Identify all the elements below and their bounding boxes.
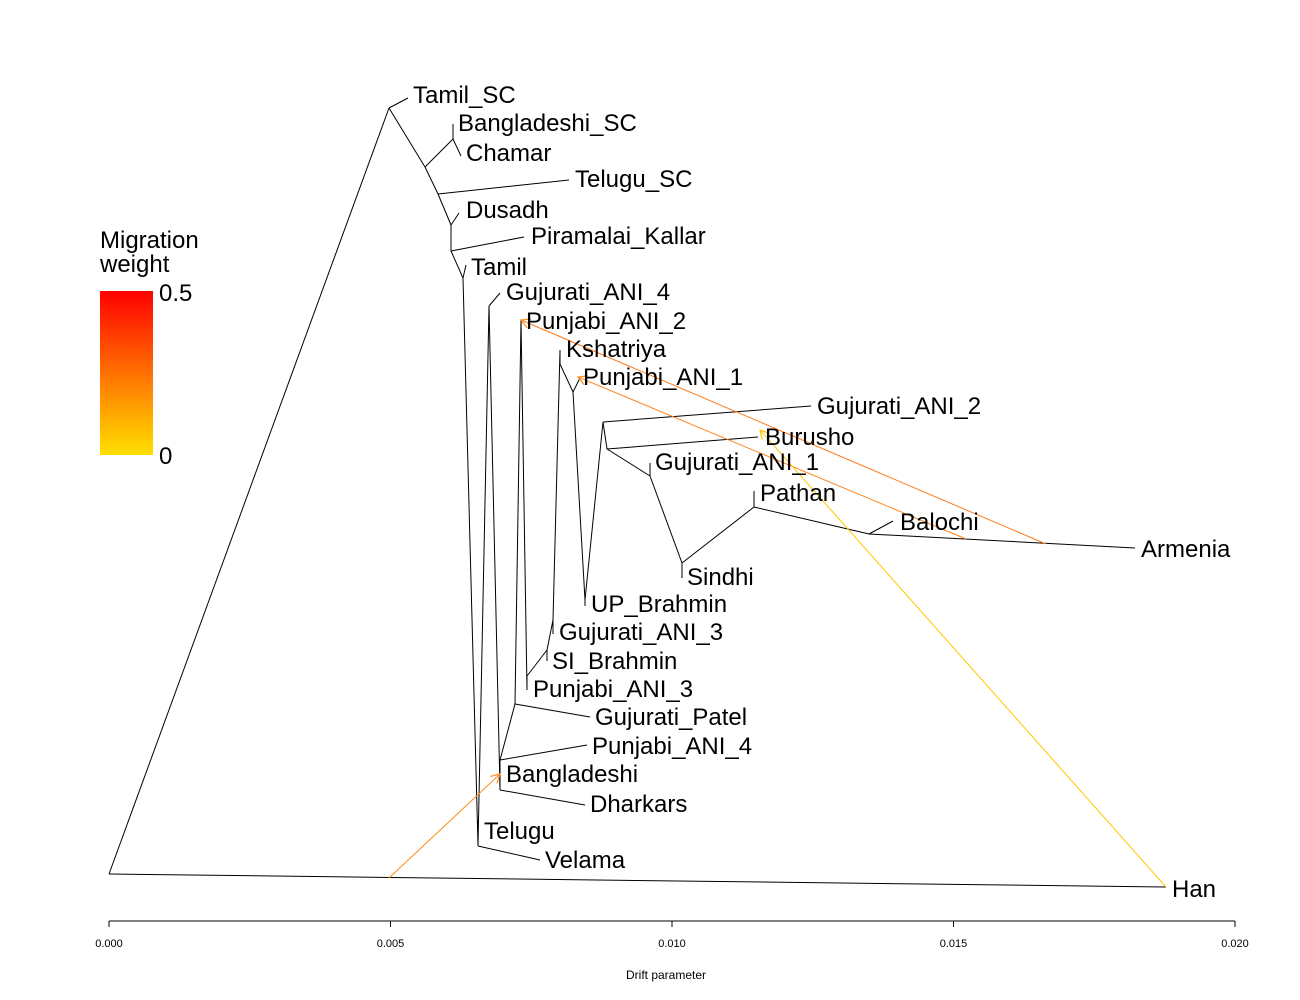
leaf-label-tamil: Tamil (471, 254, 527, 281)
tree-branches (108, 97, 1167, 888)
leaf-label-si-brahmin: SI_Brahmin (552, 648, 677, 675)
branch-punjabi-ani-1 (572, 377, 581, 393)
migration-edge-han-to-bangladeshi (388, 774, 500, 879)
leaf-label-punjabi-ani-4: Punjabi_ANI_4 (592, 733, 752, 760)
leaf-label-balochi: Balochi (900, 509, 979, 536)
branch-node-v (753, 506, 870, 535)
branch-node-h (488, 305, 501, 791)
branch-node-a-b (424, 138, 454, 168)
branch-node-m (546, 619, 554, 651)
branch-node-s (606, 448, 651, 477)
x-tick-label-0: 0.000 (95, 938, 123, 950)
branch-dusadh (450, 212, 460, 226)
branch-node-c (424, 166, 439, 195)
x-axis: 0.000 0.005 0.010 0.015 0.020 Drift paramete… (95, 920, 1249, 982)
migration-weight-legend: Migration weight 0.5 0 (99, 227, 199, 470)
leaf-label-chamar: Chamar (466, 140, 551, 167)
branch-gujurati-patel (514, 703, 591, 718)
branch-piramalai-kallar (450, 236, 525, 252)
branch-gujurati-ani-4 (488, 292, 501, 307)
branch-node-o (559, 363, 574, 393)
leaf-label-telugu: Telugu (484, 818, 555, 845)
branch-node-q (584, 421, 604, 601)
leaf-label-burusho: Burusho (765, 424, 854, 451)
x-tick-label-1: 0.005 (377, 938, 405, 950)
branch-node-g (477, 305, 490, 847)
branch-node-a (388, 107, 426, 168)
leaf-label-velama: Velama (545, 847, 626, 874)
branch-node-j (514, 319, 522, 705)
leaf-label-punjabi-ani-2: Punjabi_ANI_2 (526, 308, 686, 335)
branch-node-f-down (462, 277, 479, 847)
branch-node-k (520, 319, 528, 691)
branch-tamil (462, 264, 467, 279)
legend-title-line1: Migration (100, 227, 199, 254)
leaf-label-up-brahmin: UP_Brahmin (591, 591, 727, 618)
branch-burusho (606, 436, 759, 450)
branch-node-d (437, 193, 452, 226)
branch-balochi (868, 520, 894, 535)
branch-node-t (649, 475, 683, 564)
leaf-label-armenia: Armenia (1141, 536, 1231, 563)
leaf-label-dharkars: Dharkars (590, 791, 687, 818)
leaf-label-dusadh: Dusadh (466, 197, 549, 224)
branch-tamil-sc (388, 97, 409, 109)
leaf-label-punjabi-ani-3: Punjabi_ANI_3 (533, 676, 693, 703)
x-axis-ticks: 0.000 0.005 0.010 0.015 0.020 (95, 921, 1249, 950)
branch-node-p (572, 391, 586, 601)
migration-edge-balochi-to-punjabi-ani-1 (578, 377, 967, 540)
legend-title-line2: weight (99, 251, 170, 278)
leaf-labels: Tamil_SC Bangladeshi_SC Chamar Telugu_SC… (413, 82, 1231, 903)
branch-node-r (602, 421, 608, 450)
branch-velama (477, 845, 541, 861)
branch-punjabi-ani-4 (499, 744, 588, 761)
branch-root-to-indian-node (108, 107, 390, 875)
x-tick-label-2: 0.010 (658, 938, 686, 950)
x-tick-label-4: 0.020 (1221, 938, 1249, 950)
branch-node-f (450, 250, 464, 279)
leaf-label-gujurati-ani-1: Gujurati_ANI_1 (655, 449, 819, 476)
leaf-label-gujurati-ani-2: Gujurati_ANI_2 (817, 393, 981, 420)
branch-node-u (681, 506, 755, 564)
branch-node-i (499, 703, 516, 761)
leaf-label-gujurati-ani-4: Gujurati_ANI_4 (506, 279, 670, 306)
branch-gujurati-ani-2 (602, 405, 812, 423)
leaf-label-bangladeshi: Bangladeshi (506, 761, 638, 788)
leaf-label-piramalai-kallar: Piramalai_Kallar (531, 223, 706, 250)
leaf-label-gujurati-patel: Gujurati_Patel (595, 704, 747, 731)
legend-color-bar (100, 291, 153, 455)
branch-chamar (452, 138, 462, 157)
migration-edge-armenia-to-punjabi-ani-2 (521, 320, 1047, 545)
leaf-label-pathan: Pathan (760, 480, 836, 507)
x-tick-label-3: 0.015 (940, 938, 968, 950)
branch-dharkars (499, 789, 586, 806)
leaf-label-bangladeshi-sc: Bangladeshi_SC (458, 110, 637, 137)
branch-armenia (868, 533, 1136, 549)
leaf-label-punjabi-ani-1: Punjabi_ANI_1 (583, 364, 743, 391)
x-axis-title: Drift parameter (626, 968, 706, 982)
leaf-label-sindhi: Sindhi (687, 564, 754, 591)
leaf-label-telugu-sc: Telugu_SC (575, 166, 692, 193)
branch-node-l (526, 649, 548, 677)
leaf-label-tamil-sc: Tamil_SC (413, 82, 516, 109)
migration-edge-han-to-burusho (760, 430, 1167, 888)
leaf-label-gujurati-ani-3: Gujurati_ANI_3 (559, 619, 723, 646)
leaf-label-kshatriya: Kshatriya (566, 336, 667, 363)
branch-telugu-sc (437, 179, 570, 195)
branch-root-to-han-node (108, 873, 1167, 888)
branch-node-n (552, 349, 561, 621)
legend-min-label: 0 (159, 443, 172, 470)
leaf-label-han: Han (1172, 876, 1216, 903)
legend-max-label: 0.5 (159, 280, 192, 307)
migration-edges (388, 320, 1167, 888)
